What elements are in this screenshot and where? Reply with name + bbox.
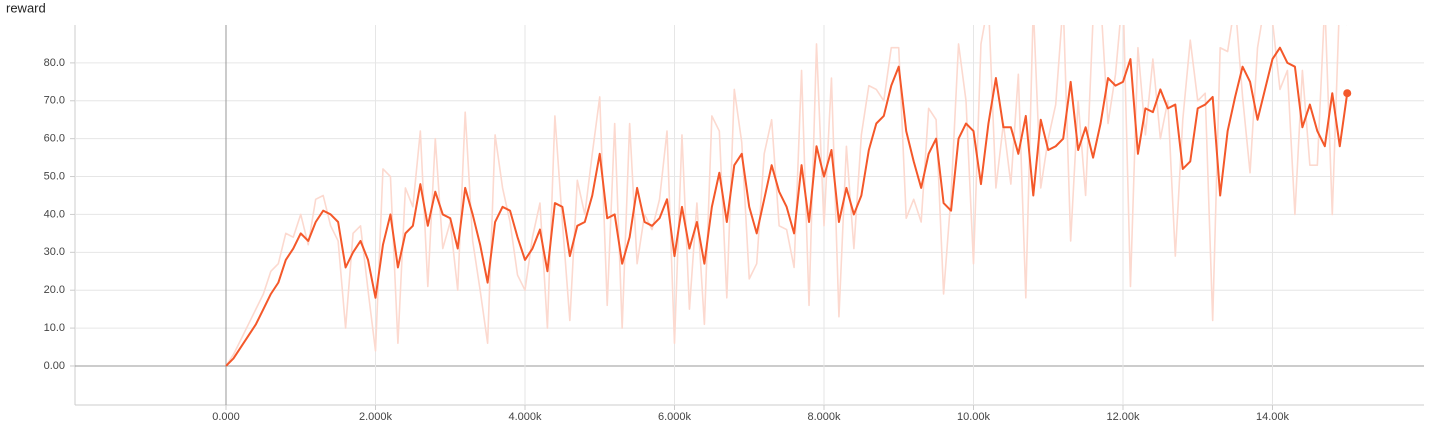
- y-tick-label: 40.0: [44, 208, 65, 220]
- chart-title: reward: [6, 0, 46, 15]
- grid: [70, 25, 1424, 410]
- x-tick-label: 0.000: [212, 411, 240, 423]
- series-line: [225, 25, 1348, 367]
- x-tick-label: 12.00k: [1106, 411, 1140, 423]
- series-line: [225, 46, 1349, 367]
- x-tick-label: 6.000k: [658, 411, 692, 423]
- y-tick-label: 80.0: [44, 57, 65, 69]
- y-tick-label: 60.0: [44, 133, 65, 145]
- y-tick-label: 30.0: [44, 246, 65, 258]
- y-tick-label: 20.0: [44, 284, 65, 296]
- x-tick-label: 2.000k: [359, 411, 393, 423]
- x-tick-label: 10.00k: [957, 411, 991, 423]
- y-tick-label: 0.00: [44, 360, 65, 372]
- y-tick-label: 10.0: [44, 322, 65, 334]
- x-tick-label: 14.00k: [1256, 411, 1290, 423]
- y-tick-label: 50.0: [44, 170, 65, 182]
- y-tick-label: 70.0: [44, 95, 65, 107]
- last-point: [1343, 89, 1352, 98]
- x-tick-label: 8.000k: [807, 411, 841, 423]
- x-tick-label: 4.000k: [508, 411, 542, 423]
- plot: [225, 25, 1349, 367]
